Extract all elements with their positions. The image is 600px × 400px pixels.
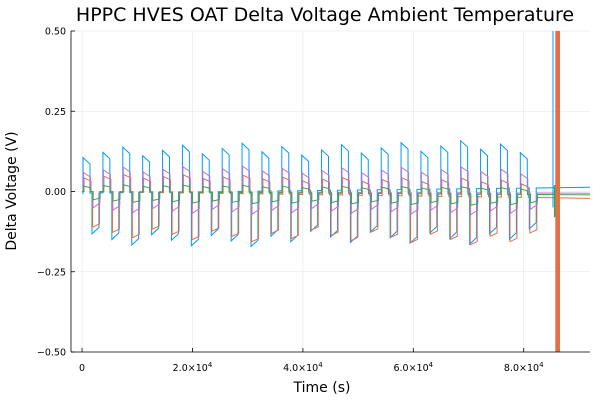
series-line xyxy=(82,184,590,206)
x-tick-label: 2.0×104 xyxy=(173,361,213,374)
axes: 0.50 0.25 0.00 −0.25 −0.50 0 2.0×104 4.0×104 6.0… xyxy=(37,27,590,374)
y-tick-label: 0.00 xyxy=(45,187,66,198)
y-axis-label: Delta Voltage (V) xyxy=(4,131,20,250)
chart-title: HPPC HVES OAT Delta Voltage Ambient Temp… xyxy=(76,4,574,26)
y-tick-label: −0.25 xyxy=(37,267,66,278)
x-tick-label: 8.0×104 xyxy=(504,361,544,374)
y-tick-label: −0.50 xyxy=(37,348,66,359)
x-tick-label: 0 xyxy=(79,363,85,374)
x-tick-label: 6.0×104 xyxy=(393,361,433,374)
x-axis-label: Time (s) xyxy=(293,380,351,396)
y-tick-label: 0.50 xyxy=(45,27,66,38)
x-tick-label: 4.0×104 xyxy=(283,361,323,374)
series-line xyxy=(82,165,590,216)
y-tick-label: 0.25 xyxy=(45,107,66,118)
series-line xyxy=(82,173,590,246)
series-group xyxy=(82,31,590,352)
